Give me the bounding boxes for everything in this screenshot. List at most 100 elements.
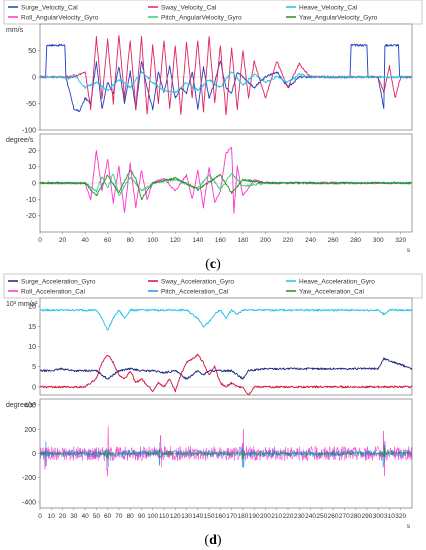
x-tick-label: 120 bbox=[170, 513, 181, 520]
x-tick-label: 280 bbox=[350, 237, 361, 244]
legend-entry: Heave_Acceleration_Gyro bbox=[299, 279, 375, 286]
x-tick-label: 100 bbox=[147, 237, 158, 244]
x-tick-label: 0 bbox=[38, 237, 42, 244]
y-axis-label: degree/s bbox=[6, 137, 34, 144]
legend-entry: Pitch_Acceleration_Cal bbox=[161, 289, 229, 296]
series-line-surge-acceleration-gyro bbox=[40, 357, 412, 380]
legend-entry: Yaw_Acceleration_Cal bbox=[299, 289, 364, 296]
x-tick-label: 140 bbox=[192, 513, 203, 520]
series-line-heave-velocity-cal bbox=[40, 70, 412, 94]
y-tick-label: 20 bbox=[28, 304, 36, 311]
legend-c: Surge_Velocity_Cal Sway_Velocity_Cal Heave… bbox=[3, 0, 423, 25]
series-line-pitch-acceleration-cal bbox=[40, 441, 412, 468]
y-axis-label: degree/s² bbox=[6, 402, 36, 409]
x-tick-label: 120 bbox=[170, 237, 181, 244]
x-tick-label: 320 bbox=[395, 513, 406, 520]
chart-c-bottom: -20 -10 0 10 20 degree/s 0 20 40 60 80 100 120 140 160… bbox=[6, 133, 413, 254]
x-tick-label: 240 bbox=[305, 237, 316, 244]
x-tick-label: 240 bbox=[305, 513, 316, 520]
x-tick-label: 250 bbox=[316, 513, 327, 520]
x-tick-label: 130 bbox=[181, 513, 192, 520]
x-tick-label: 150 bbox=[204, 513, 215, 520]
x-tick-label: 230 bbox=[294, 513, 305, 520]
x-tick-label: 110 bbox=[159, 513, 170, 520]
caption-d: (d) bbox=[204, 533, 221, 548]
legend-entry: Roll_Acceleration_Cal bbox=[21, 289, 86, 296]
legend-entry: Heave_Velocity_Cal bbox=[299, 5, 358, 12]
series-line-sway-velocity-cal bbox=[40, 34, 412, 116]
series-line-sway-acceleration-gyro bbox=[40, 353, 412, 395]
y-axis-label: mm/s bbox=[6, 27, 24, 34]
x-tick-label: 100 bbox=[147, 513, 158, 520]
x-tick-label: 30 bbox=[70, 513, 78, 520]
y-tick-label: 0 bbox=[32, 384, 36, 391]
x-tick-label: 40 bbox=[81, 237, 89, 244]
x-tick-label: 290 bbox=[361, 513, 372, 520]
legend-entry: Roll_AngularVelocity_Gyro bbox=[21, 15, 99, 22]
x-tick-label: 310 bbox=[384, 513, 395, 520]
x-tick-label: 40 bbox=[81, 513, 89, 520]
x-tick-label: 300 bbox=[373, 237, 384, 244]
y-tick-label: 50 bbox=[28, 48, 36, 55]
x-tick-label: 60 bbox=[104, 513, 112, 520]
x-tick-label: 210 bbox=[271, 513, 282, 520]
x-tick-label: 60 bbox=[104, 237, 112, 244]
y-tick-label: 10 bbox=[28, 164, 36, 171]
x-tick-label: 160 bbox=[215, 237, 226, 244]
x-tick-label: 140 bbox=[192, 237, 203, 244]
y-tick-label: -400 bbox=[22, 499, 36, 506]
x-tick-label: 280 bbox=[350, 513, 361, 520]
x-tick-label: 320 bbox=[395, 237, 406, 244]
y-tick-label: -20 bbox=[26, 213, 36, 220]
y-tick-label: 5 bbox=[32, 364, 36, 371]
legend-entry: Pitch_AngularVelocity_Gyro bbox=[161, 15, 242, 22]
panel-c: Surge_Velocity_Cal Sway_Velocity_Cal Heave… bbox=[3, 0, 423, 272]
x-tick-label: 190 bbox=[249, 513, 260, 520]
series-line-yaw-acceleration-cal bbox=[40, 446, 412, 460]
legend-entry: Sway_Acceleration_Gyro bbox=[161, 279, 234, 286]
chart-c-top: -100 -50 0 50 mm/s bbox=[6, 23, 413, 135]
y-tick-label: -100 bbox=[22, 128, 36, 135]
x-tick-label: 80 bbox=[127, 237, 135, 244]
x-tick-label: 180 bbox=[237, 237, 248, 244]
y-axis-label: 10³ mm/s² bbox=[6, 301, 38, 308]
series-line-heave-acceleration-gyro bbox=[40, 308, 412, 331]
plot-area bbox=[39, 297, 413, 396]
legend-d: Surge_Acceleration_Gyro Sway_Acceleration… bbox=[3, 273, 423, 299]
y-tick-label: 0 bbox=[32, 75, 36, 82]
x-tick-label: 300 bbox=[373, 513, 384, 520]
legend-entry: Surge_Velocity_Cal bbox=[21, 5, 78, 12]
x-tick-label: 0 bbox=[38, 513, 42, 520]
x-tick-label: 200 bbox=[260, 513, 271, 520]
y-tick-label: 0 bbox=[32, 451, 36, 458]
x-tick-label: 70 bbox=[115, 513, 123, 520]
y-tick-label: 10 bbox=[28, 344, 36, 351]
panel-d: Surge_Acceleration_Gyro Sway_Acceleration… bbox=[3, 273, 423, 548]
x-axis-label: s bbox=[407, 523, 411, 530]
series-line-yaw-angularvelocity-gyro bbox=[40, 170, 412, 200]
y-tick-label: -10 bbox=[26, 197, 36, 204]
y-tick-label: 20 bbox=[28, 148, 36, 155]
y-tick-label: 0 bbox=[32, 181, 36, 188]
x-tick-label: 90 bbox=[138, 513, 146, 520]
series-line-roll-acceleration-cal bbox=[40, 426, 412, 477]
x-tick-label: 20 bbox=[59, 237, 67, 244]
x-tick-label: 260 bbox=[328, 513, 339, 520]
x-tick-label: 170 bbox=[226, 513, 237, 520]
x-tick-label: 260 bbox=[328, 237, 339, 244]
caption-c: (c) bbox=[205, 257, 221, 272]
x-tick-label: 200 bbox=[260, 237, 271, 244]
legend-entry: Sway_Velocity_Cal bbox=[161, 5, 217, 12]
y-tick-label: 400 bbox=[24, 403, 36, 410]
legend-entry: Yaw_AngularVelocity_Gyro bbox=[299, 15, 378, 22]
x-tick-label: 50 bbox=[93, 513, 101, 520]
x-axis-label: s bbox=[407, 247, 411, 254]
y-tick-label: -50 bbox=[26, 101, 36, 108]
x-tick-label: 270 bbox=[339, 513, 350, 520]
y-tick-label: 200 bbox=[24, 427, 36, 434]
x-tick-label: 160 bbox=[215, 513, 226, 520]
x-tick-label: 10 bbox=[48, 513, 56, 520]
x-tick-label: 180 bbox=[237, 513, 248, 520]
